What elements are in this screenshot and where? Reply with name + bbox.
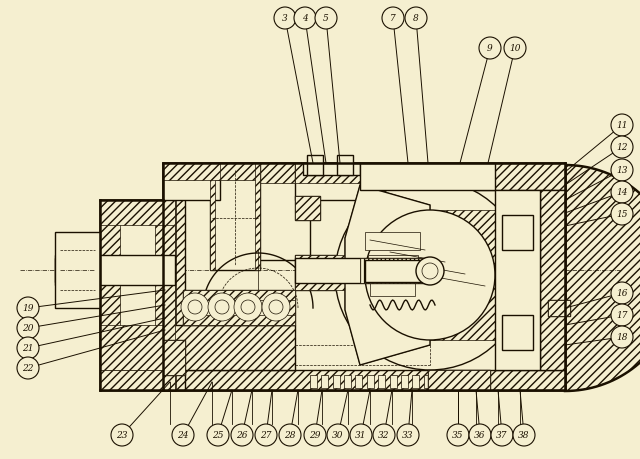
Polygon shape [295, 163, 360, 183]
Circle shape [397, 424, 419, 446]
Circle shape [469, 424, 491, 446]
Text: 23: 23 [116, 431, 128, 440]
Circle shape [17, 357, 39, 379]
Polygon shape [100, 200, 175, 390]
Circle shape [208, 293, 236, 321]
Text: 24: 24 [177, 431, 189, 440]
Polygon shape [345, 185, 430, 365]
Text: 16: 16 [616, 289, 628, 298]
Polygon shape [303, 163, 360, 175]
Polygon shape [565, 165, 640, 391]
Polygon shape [163, 370, 565, 390]
Polygon shape [210, 163, 260, 270]
Polygon shape [428, 370, 490, 390]
Circle shape [611, 181, 633, 203]
Text: 17: 17 [616, 311, 628, 320]
Polygon shape [345, 185, 430, 365]
Text: 5: 5 [323, 14, 329, 23]
Circle shape [611, 326, 633, 348]
Text: 25: 25 [212, 431, 224, 440]
Polygon shape [220, 163, 310, 260]
Polygon shape [210, 163, 260, 180]
Polygon shape [390, 375, 397, 388]
Polygon shape [163, 340, 185, 375]
Polygon shape [183, 290, 295, 300]
Circle shape [335, 180, 525, 370]
Circle shape [416, 257, 444, 285]
Circle shape [611, 159, 633, 181]
Polygon shape [295, 255, 360, 290]
Text: 8: 8 [413, 14, 419, 23]
Polygon shape [163, 163, 565, 390]
Polygon shape [55, 255, 175, 285]
Polygon shape [378, 375, 385, 388]
Circle shape [611, 136, 633, 158]
Text: 7: 7 [390, 14, 396, 23]
Polygon shape [163, 163, 185, 390]
Circle shape [382, 7, 404, 29]
Circle shape [491, 424, 513, 446]
Circle shape [611, 304, 633, 326]
Polygon shape [295, 163, 360, 200]
Circle shape [215, 300, 229, 314]
Circle shape [315, 7, 337, 29]
Polygon shape [220, 163, 310, 183]
Text: 26: 26 [236, 431, 248, 440]
Text: 19: 19 [22, 304, 34, 313]
Polygon shape [540, 190, 565, 370]
Polygon shape [210, 163, 215, 270]
Circle shape [373, 424, 395, 446]
Text: 21: 21 [22, 344, 34, 353]
Polygon shape [435, 375, 442, 388]
Polygon shape [295, 255, 360, 270]
Polygon shape [100, 325, 163, 370]
Polygon shape [337, 155, 353, 175]
Text: 4: 4 [302, 14, 308, 23]
Polygon shape [295, 272, 360, 290]
Circle shape [231, 424, 253, 446]
Circle shape [504, 37, 526, 59]
Polygon shape [55, 258, 75, 282]
Polygon shape [424, 375, 431, 388]
Circle shape [294, 7, 316, 29]
Circle shape [17, 337, 39, 359]
Circle shape [17, 297, 39, 319]
Polygon shape [307, 155, 323, 175]
Polygon shape [163, 325, 295, 370]
Text: 15: 15 [616, 210, 628, 219]
Polygon shape [100, 200, 175, 225]
Polygon shape [295, 258, 425, 283]
Text: 30: 30 [332, 431, 344, 440]
Circle shape [172, 424, 194, 446]
Text: 14: 14 [616, 188, 628, 197]
Circle shape [241, 300, 255, 314]
Circle shape [611, 114, 633, 136]
Text: 37: 37 [496, 431, 508, 440]
Polygon shape [303, 163, 360, 175]
Circle shape [269, 300, 283, 314]
Circle shape [350, 424, 372, 446]
Polygon shape [370, 278, 415, 296]
Text: 33: 33 [403, 431, 413, 440]
Polygon shape [100, 200, 120, 390]
Polygon shape [502, 315, 533, 350]
Text: 32: 32 [378, 431, 390, 440]
Circle shape [422, 263, 438, 279]
Text: 27: 27 [260, 431, 272, 440]
Polygon shape [307, 155, 323, 175]
Text: 13: 13 [616, 166, 628, 175]
Polygon shape [183, 290, 195, 325]
Polygon shape [365, 232, 420, 250]
Circle shape [279, 424, 301, 446]
Text: 20: 20 [22, 324, 34, 333]
Circle shape [479, 37, 501, 59]
Circle shape [611, 203, 633, 225]
Polygon shape [255, 163, 260, 270]
Polygon shape [310, 375, 317, 388]
Polygon shape [163, 340, 185, 375]
Polygon shape [55, 232, 100, 308]
Polygon shape [321, 375, 328, 388]
Circle shape [188, 300, 202, 314]
Polygon shape [495, 190, 540, 370]
